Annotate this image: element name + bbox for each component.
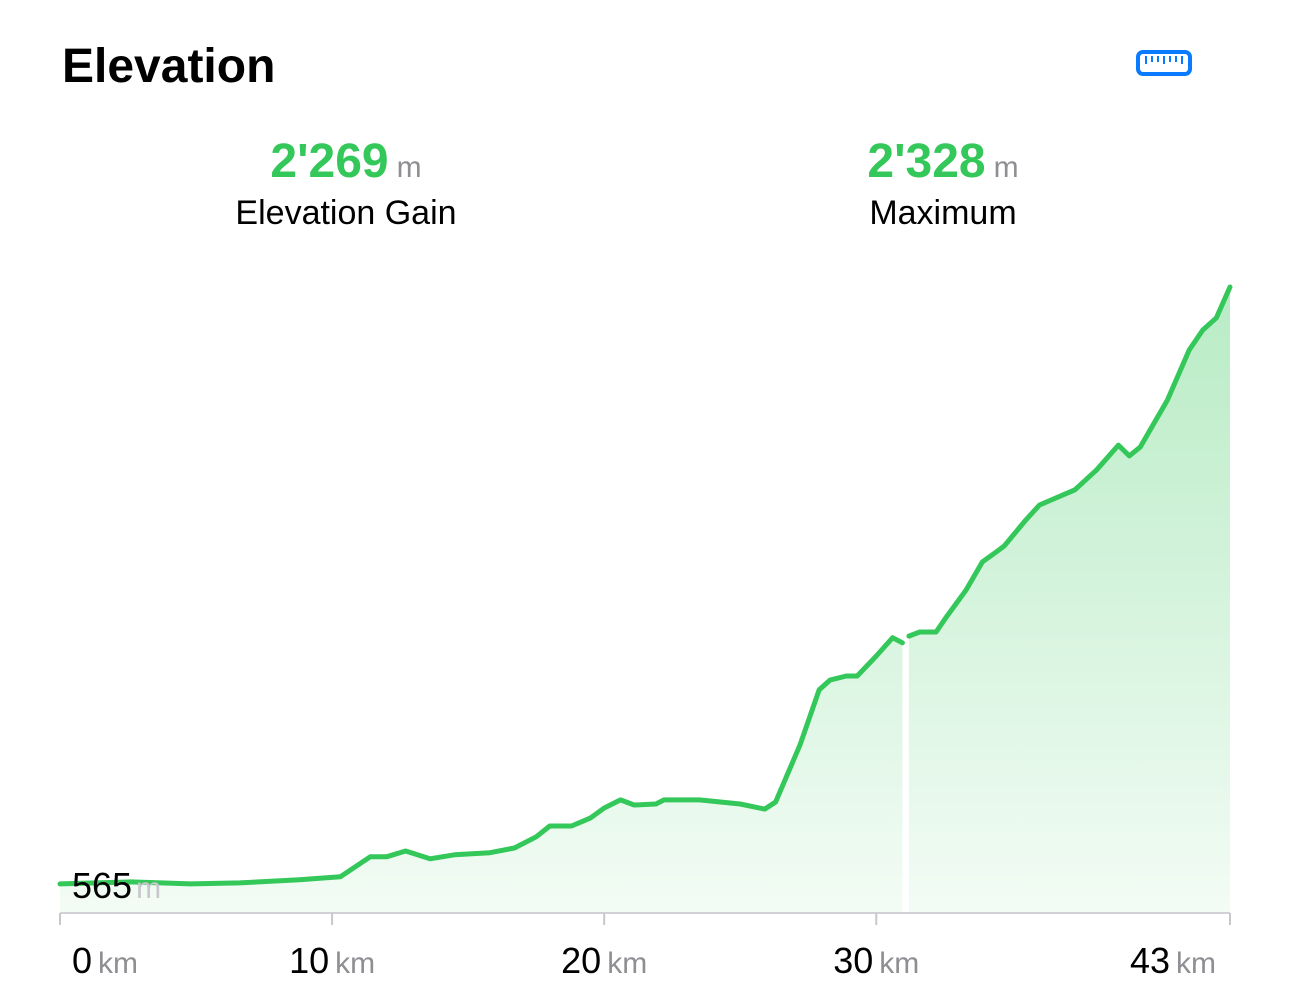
stat-unit: m [397, 151, 422, 184]
elevation-area [60, 287, 1230, 913]
start-label: 565 m [72, 865, 161, 906]
start-value: 565 [72, 865, 132, 906]
x-tick-label: 0 km [72, 940, 138, 981]
x-tick-unit: km [879, 947, 919, 980]
elevation-line [57, 284, 1233, 887]
x-tick-unit: km [607, 947, 647, 980]
stat-number: 2'269 [270, 135, 388, 188]
x-tick-unit: km [98, 947, 138, 980]
x-tick-label: 43 km [1130, 940, 1216, 981]
ruler-marks [1145, 56, 1183, 64]
x-tick-number: 30 [833, 940, 873, 981]
x-tick-number: 20 [561, 940, 601, 981]
ruler-button[interactable] [1136, 50, 1192, 76]
card-title: Elevation [62, 40, 275, 93]
x-tick-label: 20 km [561, 940, 647, 981]
x-tick-unit: km [335, 947, 375, 980]
stat-unit: m [994, 151, 1019, 184]
stat-value: 2'328 m [867, 135, 1018, 188]
x-tick-label: 10 km [289, 940, 375, 981]
x-tick-label: 30 km [833, 940, 919, 981]
stat-number: 2'328 [867, 135, 985, 188]
x-tick-number: 0 [72, 940, 92, 981]
start-unit: m [136, 872, 161, 905]
x-tick-number: 43 [1130, 940, 1170, 981]
stat-value: 2'269 m [270, 135, 421, 188]
x-tick-number: 10 [289, 940, 329, 981]
stat-label: Elevation Gain [235, 194, 456, 232]
ruler-icon[interactable] [1136, 50, 1192, 76]
x-tick-unit: km [1176, 947, 1216, 980]
stat-label: Maximum [869, 194, 1016, 232]
